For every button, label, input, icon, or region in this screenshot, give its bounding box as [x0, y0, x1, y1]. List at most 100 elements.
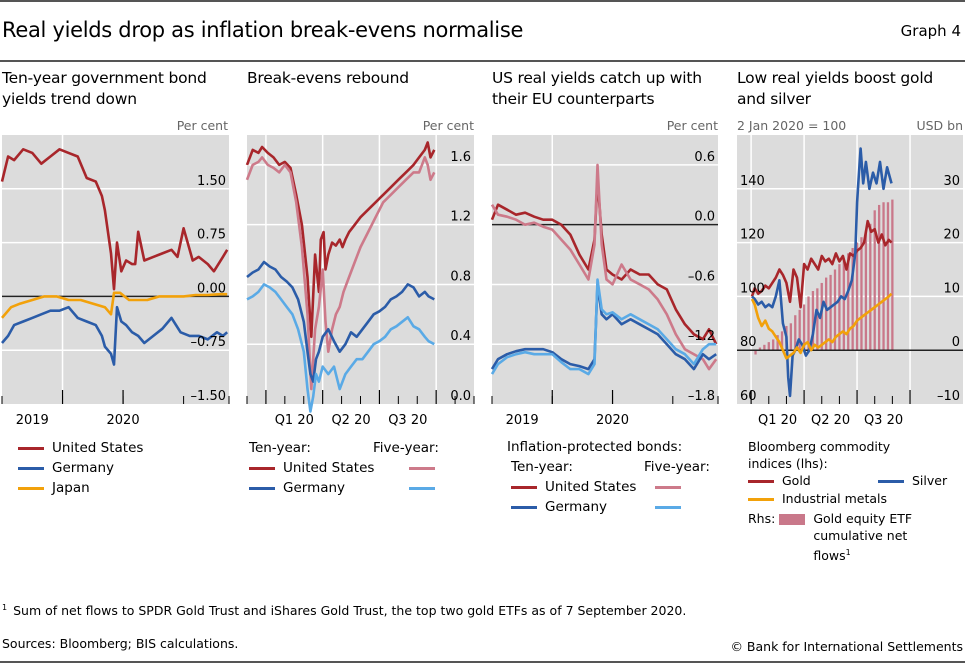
legend-label: United States	[52, 440, 144, 456]
legend-swatch-us-10y	[249, 466, 275, 470]
legend-swatch-de-10y	[511, 505, 537, 509]
graph-number: Graph 4	[900, 22, 961, 40]
panel-1-title: Ten-year government bond yields trend do…	[2, 69, 207, 108]
etf-bar	[877, 204, 881, 351]
etf-bar	[820, 282, 823, 351]
etf-bar	[807, 296, 810, 351]
legend-item-gold: Gold	[748, 473, 811, 488]
etf-bar	[780, 331, 784, 351]
legend-label: Germany	[545, 499, 608, 515]
copyright: © Bank for International Settlements	[730, 639, 963, 654]
legend-row-us: United States	[507, 477, 722, 497]
legend-row-us: United States	[249, 458, 469, 478]
etf-bar	[767, 342, 770, 351]
legend-swatch-gold	[748, 480, 774, 483]
legend-swatch-germany	[18, 466, 44, 470]
legend-label: Gold	[782, 473, 811, 488]
y-tick-label: –0.6	[688, 269, 715, 284]
etf-bar	[842, 258, 845, 351]
x-tick-label: 2020	[107, 413, 140, 428]
legend-label: Germany	[52, 460, 115, 476]
legend-label: United States	[545, 479, 637, 495]
series-line-gold	[750, 219, 893, 309]
legend-label: Japan	[52, 480, 90, 496]
series-line-germany-five-year	[246, 283, 435, 413]
figure-title: Real yields drop as inflation break-even…	[2, 18, 524, 42]
etf-bar	[882, 202, 885, 351]
legend-label: Gold equity ETF cumulative net flows	[813, 511, 913, 564]
y-tick-label-left: 80	[740, 335, 757, 350]
legend-swatch-de-10y	[249, 486, 275, 490]
legend-label: Industrial metals	[782, 491, 888, 506]
etf-bar	[847, 253, 850, 351]
y-tick-label: 0.8	[450, 269, 471, 284]
plot-background	[247, 135, 474, 404]
y-tick-label-right: 0	[952, 335, 960, 350]
legend-swatch-industrial	[748, 498, 774, 501]
panel-4-unit-right: USD bn	[916, 118, 963, 133]
legend-item-etf: Rhs: Gold equity ETF cumulative net flows…	[748, 510, 963, 564]
x-tick-label: Q1 20	[275, 413, 314, 428]
etf-bar	[825, 277, 828, 351]
series-line-united-states	[0, 148, 229, 291]
etf-bar	[772, 339, 775, 351]
legend-swatch-silver	[878, 480, 904, 483]
legend-swatch-us-10y	[511, 485, 537, 489]
footnote-marker: 1	[845, 548, 851, 557]
footnote: 1 Sum of net flows to SPDR Gold Trust and…	[2, 603, 686, 618]
panel-4-title: Low real yields boost gold and silver	[737, 69, 934, 108]
legend-header: Inflation-protected bonds:	[507, 439, 683, 455]
etf-bar	[886, 202, 890, 351]
etf-bar	[816, 288, 819, 351]
y-tick-label: 0.4	[450, 329, 471, 344]
series-line-united-states-five-year	[245, 156, 436, 391]
y-tick-label: –1.8	[688, 389, 715, 404]
x-tick-label: Q1 20	[758, 413, 797, 428]
panel-1: 2019 2020 1.50 0.75 0.00 –0.75 –1.50	[0, 135, 230, 428]
legend-five-year-header: Five-year:	[373, 440, 439, 456]
y-tick-label-left: 140	[740, 174, 765, 189]
etf-bar	[829, 274, 832, 351]
y-tick-label: –0.75	[191, 335, 226, 350]
plot-background	[737, 135, 963, 404]
panel-3-legend: Inflation-protected bonds: Ten-year: Fiv…	[507, 437, 722, 517]
bottom-rule	[0, 661, 965, 663]
legend-item-germany: Germany	[18, 458, 143, 478]
panel-2-unit: Per cent	[422, 118, 474, 133]
legend-swatch-de-5y	[409, 487, 435, 490]
y-tick-label-right: 30	[943, 174, 960, 189]
y-tick-label: 1.50	[197, 174, 226, 189]
legend-swatch-de-5y	[655, 506, 681, 509]
legend-label: Silver	[912, 473, 948, 488]
legend-row-germany: Germany	[507, 497, 722, 517]
series-line-germany-ten-year	[246, 260, 435, 383]
series-line-germany-ten-year	[490, 283, 717, 371]
legend-label: Germany	[283, 480, 346, 496]
top-rule	[0, 0, 965, 2]
etf-bar	[855, 242, 859, 351]
legend-ten-year-header: Ten-year:	[511, 459, 573, 475]
etf-bar	[811, 291, 815, 351]
etf-bar	[763, 344, 766, 351]
etf-bar	[873, 210, 876, 351]
y-tick-label: 1.2	[450, 210, 471, 225]
etf-bar	[833, 269, 837, 351]
legend-swatch-us-5y	[409, 467, 435, 470]
x-tick-label: Q3 20	[864, 413, 903, 428]
legend-swatch-us-5y	[655, 486, 681, 489]
series-line-germany-five-year	[490, 278, 717, 376]
etf-bar	[860, 237, 863, 351]
legend-swatch-us	[18, 446, 44, 450]
legend-header: Bloomberg commodity indices (lhs):	[748, 439, 891, 471]
panel-4-legend: Bloomberg commodity indices (lhs): Gold …	[748, 438, 963, 564]
footnote-text: Sum of net flows to SPDR Gold Trust and …	[13, 603, 687, 619]
x-tick-label: 2019	[16, 413, 49, 428]
etf-bar	[851, 247, 854, 351]
legend-rhs-prefix: Rhs:	[748, 511, 776, 526]
y-tick-label-right: 20	[943, 228, 960, 243]
y-tick-label: 1.6	[450, 150, 471, 165]
series-line-united-states-ten-year	[245, 141, 436, 339]
legend-item-us: United States	[18, 438, 143, 458]
panel-1-legend: United States Germany Japan	[18, 438, 143, 498]
